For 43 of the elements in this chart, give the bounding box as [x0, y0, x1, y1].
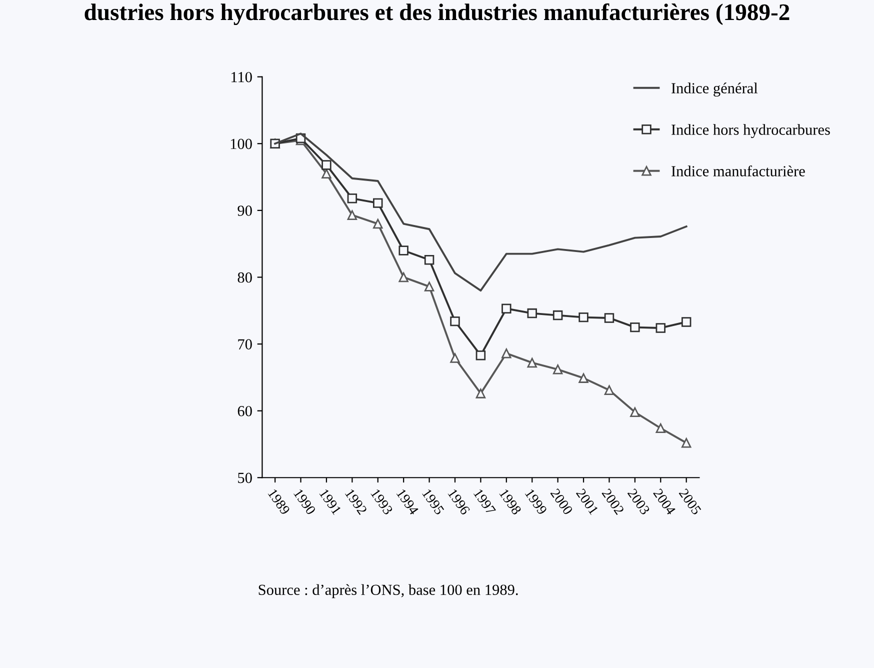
point	[604, 313, 614, 323]
legend-label: Indice général	[672, 82, 758, 97]
point	[681, 317, 692, 327]
point	[604, 385, 614, 395]
point	[578, 373, 588, 383]
y-tick-label: 90	[238, 206, 252, 216]
chart-title: dustries hors hydrocarbures et des industries manufacturières (1989-2	[84, 3, 790, 26]
point	[322, 168, 332, 179]
point	[424, 254, 434, 265]
point	[656, 423, 666, 434]
point	[527, 308, 537, 318]
point	[578, 312, 588, 322]
y-tick-label: 110	[231, 72, 252, 82]
y-tick-label: 60	[238, 406, 252, 416]
point	[476, 350, 486, 360]
legend-label: Indice manufacturière	[672, 165, 805, 176]
y-tick-label: 80	[238, 272, 252, 283]
y-tick-label: 70	[238, 339, 252, 350]
y-tick-label: 50	[238, 472, 252, 484]
point	[552, 364, 563, 374]
point	[656, 323, 666, 333]
source-note: Source : d’après l’ONS, base 100 en 1989.	[258, 584, 518, 598]
point	[552, 310, 563, 320]
point	[681, 438, 692, 448]
point	[373, 198, 383, 208]
point	[373, 218, 383, 229]
point	[630, 407, 640, 418]
point	[450, 353, 460, 363]
point	[347, 194, 358, 204]
point	[398, 246, 408, 256]
point	[398, 272, 408, 282]
legend-label: Indice hors hydrocarbures	[672, 124, 830, 138]
y-tick-label: 100	[230, 138, 252, 150]
point	[347, 210, 358, 220]
point	[527, 358, 537, 368]
x-tick-label: 1997	[473, 488, 496, 516]
point	[630, 322, 640, 332]
point	[450, 316, 460, 326]
point	[424, 282, 434, 292]
point	[476, 388, 486, 398]
point	[502, 348, 512, 358]
point	[322, 160, 332, 170]
point	[502, 304, 512, 314]
